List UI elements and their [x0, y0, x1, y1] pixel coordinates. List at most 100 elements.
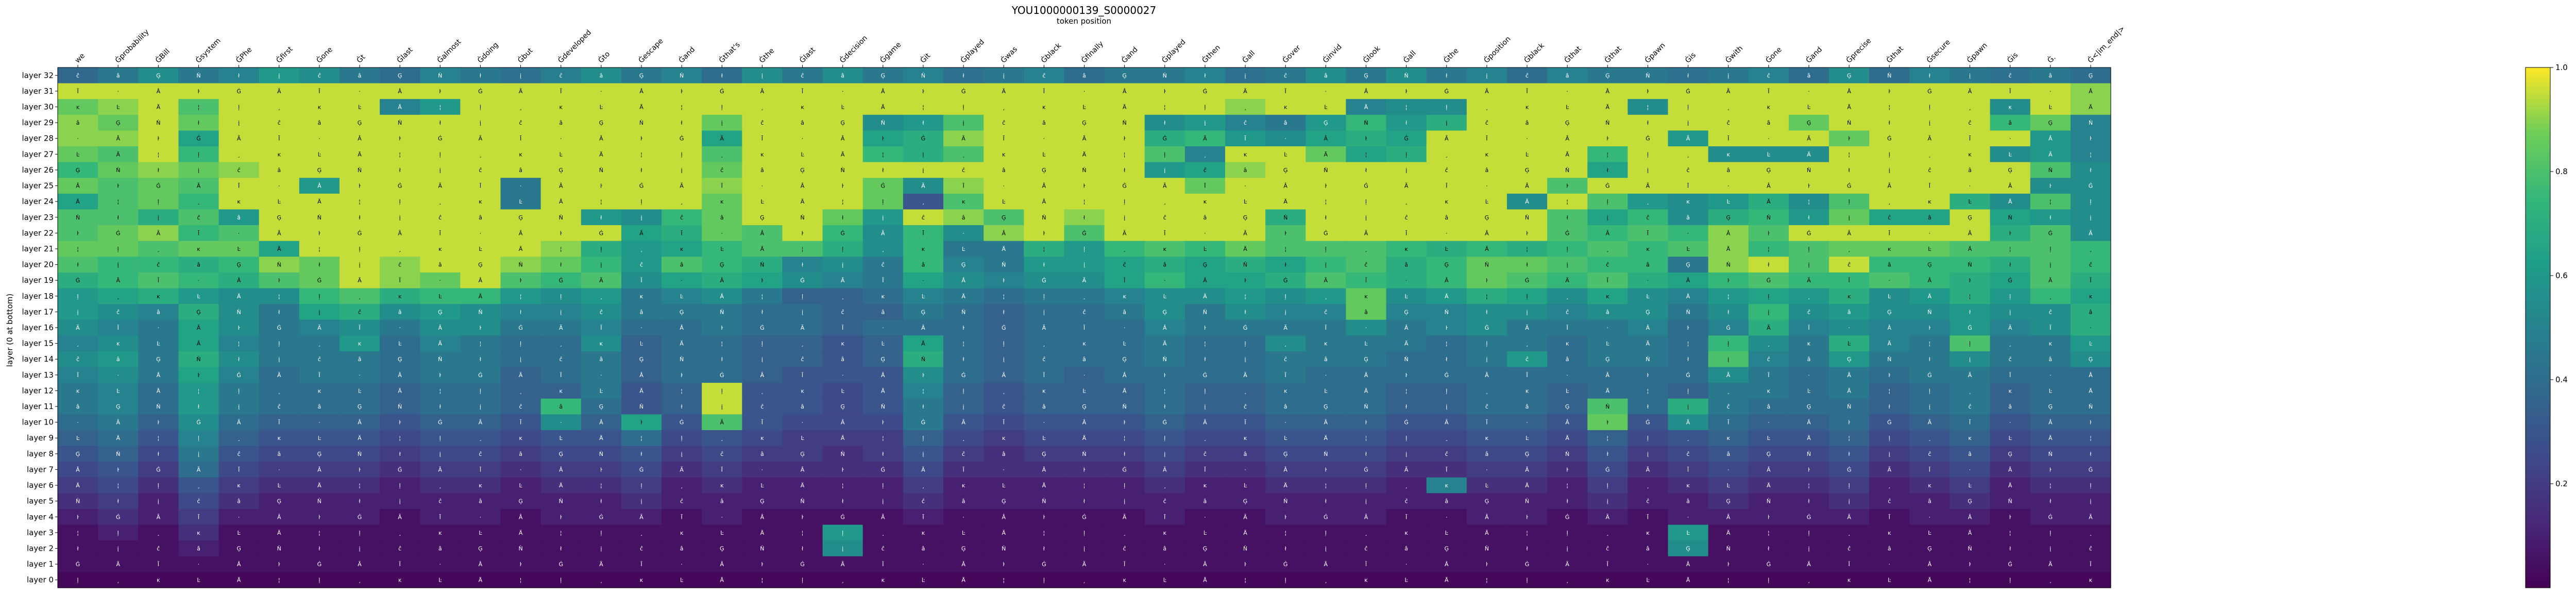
y-tick-label: layer 14: [22, 354, 54, 364]
cell-label: Ä: [1968, 530, 1972, 536]
cell-label: ¦: [1124, 151, 1126, 158]
heatmap-cell: [1668, 209, 1709, 226]
y-tick-label: layer 8: [27, 449, 54, 458]
cell-label: ·: [480, 230, 482, 236]
heatmap-cell: [1064, 209, 1105, 226]
cell-label: Ã: [1726, 372, 1731, 379]
cell-label: Ń: [1404, 356, 1408, 363]
cell-label: Ģ: [1767, 167, 1771, 174]
cell-label: ĉ: [1928, 451, 1931, 457]
heatmap-cell: [540, 130, 582, 147]
heatmap-cell: [581, 178, 622, 194]
heatmap-cell: [702, 114, 742, 131]
cell-label: ŀ: [2090, 419, 2092, 426]
cell-label: ŀ: [1043, 230, 1045, 236]
cell-label: Ŀ: [1244, 198, 1247, 205]
cell-label: Ä: [1606, 104, 1610, 111]
cell-label: į: [842, 262, 843, 268]
cell-label: â: [1204, 214, 1207, 221]
cell-label: Ã: [398, 514, 402, 520]
cell-label: ·: [1446, 230, 1448, 236]
heatmap-cell: [1386, 130, 1427, 147]
cell-label: Ń: [1646, 356, 1650, 363]
heatmap-cell: [299, 67, 340, 84]
cell-label: Ã: [1203, 419, 1207, 426]
cell-label: ¸: [1566, 293, 1569, 300]
cell-label: ŀ: [238, 325, 240, 331]
cell-label: ļ: [1405, 435, 1407, 441]
heatmap-cell: [500, 162, 541, 178]
cell-label: Ġ: [1525, 561, 1530, 568]
cell-label: â: [801, 403, 804, 410]
cell-label: ¦: [157, 151, 159, 158]
cell-label: Ŀ: [157, 341, 160, 347]
cell-label: ¸: [1405, 482, 1408, 489]
heatmap-cell: [540, 67, 582, 84]
heatmap-cell: [1990, 67, 2031, 84]
cell-label: Ä: [1726, 530, 1731, 536]
cell-label: ·: [1405, 277, 1408, 284]
cell-label: Ń: [277, 545, 281, 552]
heatmap-cell: [1306, 67, 1346, 84]
cell-label: Ģ: [1203, 545, 1208, 552]
heatmap-cell: [1064, 99, 1105, 115]
cell-label: ŀ: [1486, 561, 1488, 568]
heatmap-cell: [58, 209, 98, 226]
cell-label: ļ: [1567, 530, 1568, 536]
cell-label: ŀ: [1768, 230, 1770, 236]
cell-label: Ä: [1565, 435, 1569, 441]
cell-label: į: [1647, 451, 1649, 457]
cell-label: ļ: [640, 482, 642, 489]
cell-label: ĉ: [720, 167, 723, 174]
cell-label: Ã: [1002, 88, 1006, 95]
cell-label: Ġ: [317, 277, 322, 284]
cell-label: Ŀ: [600, 387, 603, 394]
heatmap-cell: [1708, 130, 1749, 147]
cell-label: ·: [802, 419, 804, 426]
heatmap-cell: [621, 130, 662, 147]
heatmap-cell: [581, 83, 622, 99]
cell-label: ·: [117, 372, 119, 379]
cell-label: ĸ: [1686, 198, 1690, 205]
cell-label: Ġ: [1163, 419, 1167, 426]
cell-label: ¦: [1486, 577, 1488, 584]
heatmap-cell: [1144, 67, 1185, 84]
cell-label: ŀ: [761, 277, 764, 284]
heatmap-cell: [98, 209, 139, 226]
cell-label: Ī: [520, 135, 522, 142]
cell-label: Ģ: [76, 167, 80, 174]
cell-label: ·: [520, 183, 522, 190]
cell-label: Ã: [1565, 561, 1569, 568]
cell-label: Ã: [277, 88, 281, 95]
cell-label: Ä: [1123, 104, 1127, 111]
cell-label: Ń: [1123, 120, 1127, 126]
cell-label: Ŀ: [438, 293, 442, 300]
cell-label: ĸ: [640, 577, 643, 584]
cell-label: ¦: [77, 530, 79, 536]
heatmap-cell: [1990, 209, 2031, 226]
cell-label: Ä: [1243, 530, 1247, 536]
cell-label: Ä: [116, 151, 120, 158]
cell-label: ŀ: [318, 230, 320, 236]
cell-label: ŀ: [117, 183, 119, 190]
cell-label: Ġ: [116, 230, 121, 236]
cell-label: ĸ: [1324, 341, 1328, 347]
heatmap-cell: [218, 67, 260, 84]
heatmap-cell: [662, 225, 702, 242]
cell-label: ļ: [1607, 482, 1608, 489]
cell-label: ·: [2009, 419, 2011, 426]
cell-label: Ń: [1163, 356, 1167, 363]
heatmap-cell: [1788, 83, 1829, 99]
heatmap-cell: [822, 130, 863, 147]
heatmap-cell: [2030, 146, 2071, 163]
cell-label: Ã: [639, 514, 643, 520]
heatmap-cell: [1064, 178, 1105, 194]
cell-label: ¦: [802, 530, 804, 536]
cell-label: Ģ: [881, 72, 886, 79]
heatmap-cell: [460, 114, 501, 131]
cell-label: Ŀ: [358, 387, 362, 394]
heatmap-cell: [178, 178, 219, 194]
heatmap-cell: [903, 146, 944, 163]
cell-label: ł: [117, 214, 120, 221]
cell-label: ŀ: [842, 183, 844, 190]
